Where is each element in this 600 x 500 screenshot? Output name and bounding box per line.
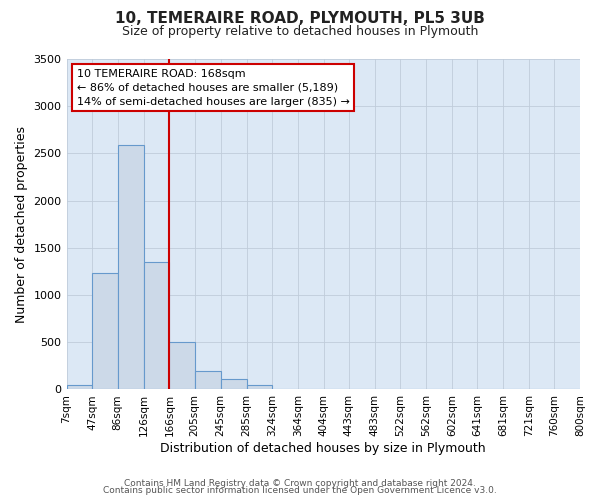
Y-axis label: Number of detached properties: Number of detached properties: [15, 126, 28, 322]
Bar: [169, 342, 195, 390]
Bar: [92, 274, 118, 390]
X-axis label: Distribution of detached houses by size in Plymouth: Distribution of detached houses by size …: [160, 442, 486, 455]
Bar: [221, 379, 247, 390]
Text: Contains public sector information licensed under the Open Government Licence v3: Contains public sector information licen…: [103, 486, 497, 495]
Bar: [118, 145, 143, 390]
Bar: [272, 388, 298, 390]
Text: Contains HM Land Registry data © Crown copyright and database right 2024.: Contains HM Land Registry data © Crown c…: [124, 478, 476, 488]
Bar: [247, 385, 272, 390]
Bar: [67, 384, 92, 390]
Text: 10 TEMERAIRE ROAD: 168sqm
← 86% of detached houses are smaller (5,189)
14% of se: 10 TEMERAIRE ROAD: 168sqm ← 86% of detac…: [77, 69, 350, 107]
Text: 10, TEMERAIRE ROAD, PLYMOUTH, PL5 3UB: 10, TEMERAIRE ROAD, PLYMOUTH, PL5 3UB: [115, 11, 485, 26]
Bar: [143, 262, 169, 390]
Text: Size of property relative to detached houses in Plymouth: Size of property relative to detached ho…: [122, 25, 478, 38]
Bar: [195, 370, 221, 390]
